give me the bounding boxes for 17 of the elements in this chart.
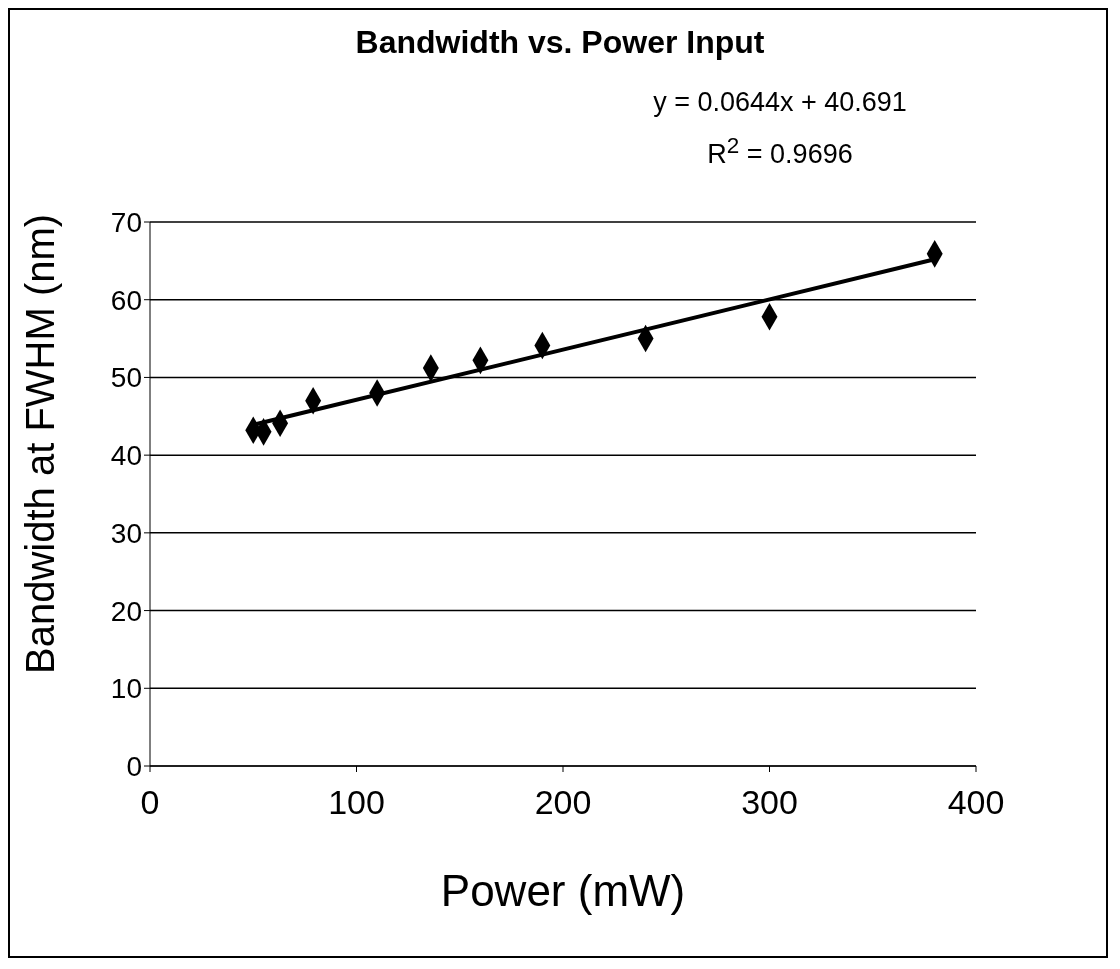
x-tick-label: 400 <box>947 783 1005 822</box>
y-tick-label: 20 <box>110 595 142 627</box>
x-tick-label: 200 <box>534 783 592 822</box>
y-tick-label: 70 <box>110 206 142 238</box>
y-tick-label: 30 <box>110 517 142 549</box>
chart-title: Bandwidth vs. Power Input <box>354 24 766 61</box>
y-axis-title: Bandwidth at FWHM (nm) <box>18 213 63 674</box>
y-tick-label: 10 <box>110 673 142 705</box>
x-tick-label: 300 <box>741 783 798 822</box>
y-tick-label: 60 <box>110 284 142 316</box>
text: R$^{2}$ = 0.9696 <box>706 132 854 171</box>
text: y = 0.0644x + 40.691 <box>652 86 908 119</box>
y-tick-label: 50 <box>110 362 142 394</box>
y-tick-label: 40 <box>110 440 142 472</box>
y-tick-label: 0 <box>126 750 142 782</box>
x-axis-title: Power (mW) <box>440 866 686 915</box>
x-tick-label: 100 <box>328 783 385 822</box>
